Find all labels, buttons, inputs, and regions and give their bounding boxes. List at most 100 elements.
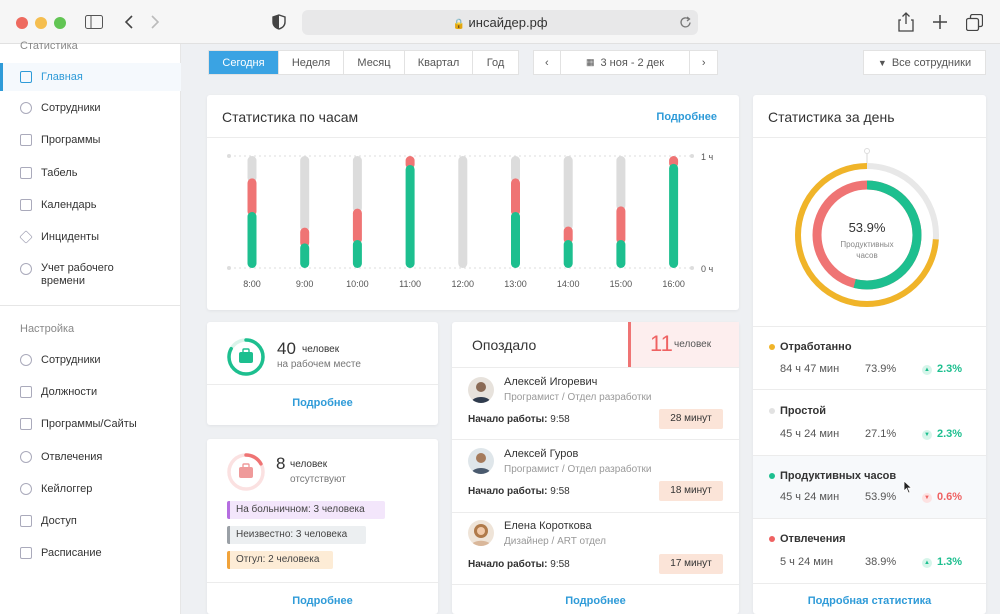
sidebar-item-distractions[interactable]: Отвлечения bbox=[0, 443, 181, 471]
sidebar-item-main[interactable]: Главная bbox=[0, 63, 181, 91]
period-year[interactable]: Год bbox=[486, 56, 505, 69]
lock-icon: 🔒 bbox=[452, 19, 465, 30]
absent-unit: человек bbox=[290, 459, 328, 470]
absent-more-link[interactable]: Подробнее bbox=[292, 595, 353, 607]
employee-name[interactable]: Елена Короткова bbox=[504, 520, 592, 532]
employees-filter-button[interactable]: ▼ Все сотрудники bbox=[864, 51, 985, 74]
bar-segment[interactable] bbox=[352, 156, 362, 213]
bar-segment[interactable] bbox=[669, 163, 679, 268]
y-tick-bottom: 0 ч bbox=[701, 264, 714, 274]
sidebar-item-employees[interactable]: Сотрудники bbox=[0, 94, 181, 122]
late-unit: человек bbox=[674, 339, 712, 350]
at-work-arc bbox=[227, 338, 265, 376]
bar-segment[interactable] bbox=[352, 208, 362, 244]
employee-start: 9:58 bbox=[550, 559, 570, 570]
divider bbox=[207, 137, 739, 138]
bar-segment[interactable] bbox=[511, 156, 520, 183]
bar-segment[interactable] bbox=[616, 156, 626, 211]
status-dot bbox=[769, 408, 775, 414]
stat-row-highlight[interactable] bbox=[753, 455, 986, 519]
absent-count: 8 bbox=[276, 454, 286, 473]
close-window-button[interactable] bbox=[16, 17, 28, 29]
period-quarter[interactable]: Квартал bbox=[405, 51, 473, 74]
sidebar-item-access[interactable]: Доступ bbox=[0, 507, 181, 535]
x-tick-label: 12:00 bbox=[452, 279, 475, 289]
bar-segment[interactable] bbox=[511, 178, 520, 216]
forward-icon[interactable] bbox=[150, 15, 160, 29]
sidebar-item-programs-sites[interactable]: Программы/Сайты bbox=[0, 410, 181, 438]
sidebar-item-keylogger[interactable]: Кейлоггер bbox=[0, 475, 181, 503]
sidebar-item-timesheet[interactable]: Табель bbox=[0, 159, 181, 187]
sidebar-item-worktime[interactable]: Учет рабочего времени bbox=[0, 255, 181, 295]
share-icon[interactable] bbox=[898, 12, 914, 32]
stat-row-pct: 38.9% bbox=[865, 556, 897, 568]
sidebar-item-label: Отвлечения bbox=[41, 451, 103, 463]
bar-segment[interactable] bbox=[563, 156, 573, 231]
new-tab-icon[interactable] bbox=[932, 14, 948, 30]
chevron-left-icon: ‹ bbox=[545, 56, 549, 69]
period-week[interactable]: Неделя bbox=[279, 51, 344, 74]
sidebar-item-settings-employees[interactable]: Сотрудники bbox=[0, 346, 181, 374]
next-range-button[interactable]: › bbox=[690, 51, 717, 74]
bar-segment[interactable] bbox=[616, 206, 626, 244]
prev-range-button[interactable]: ‹ bbox=[534, 51, 561, 74]
minimize-window-button[interactable] bbox=[35, 17, 47, 29]
sidebar-item-programs[interactable]: Программы bbox=[0, 126, 181, 154]
bar-segment[interactable] bbox=[352, 240, 362, 268]
bar-segment[interactable] bbox=[300, 156, 310, 232]
filter-icon: ▼ bbox=[877, 57, 887, 68]
reload-icon[interactable] bbox=[679, 16, 692, 29]
grid-dot bbox=[690, 154, 694, 158]
user-icon bbox=[20, 354, 32, 366]
sidebar-item-incidents[interactable]: Инциденты bbox=[0, 223, 181, 251]
employee-name[interactable]: Алексей Гуров bbox=[504, 448, 579, 460]
maximize-window-button[interactable] bbox=[54, 17, 66, 29]
bar-segment[interactable] bbox=[247, 212, 257, 268]
schedule-icon bbox=[20, 547, 32, 559]
stat-row-delta: 0.6% bbox=[937, 491, 963, 503]
at-work-more-link[interactable]: Подробнее bbox=[292, 397, 353, 409]
period-today[interactable]: Сегодня bbox=[209, 51, 279, 74]
employee-name[interactable]: Алексей Игоревич bbox=[504, 376, 598, 388]
address-bar[interactable]: 🔒 инсайдер.рф bbox=[302, 10, 698, 35]
browser-titlebar: 🔒 инсайдер.рф bbox=[0, 0, 1000, 44]
section-title-statistics: Статистика bbox=[20, 40, 78, 52]
sidebar-item-label: Программы/Сайты bbox=[41, 418, 137, 430]
hourly-more-link[interactable]: Подробнее bbox=[656, 111, 717, 123]
date-range[interactable]: ▦ 3 ноя - 2 дек bbox=[561, 51, 691, 74]
stat-row-pct: 53.9% bbox=[865, 491, 897, 503]
sidebar-item-calendar[interactable]: Календарь bbox=[0, 191, 181, 219]
arrow-down-icon: ▼ bbox=[922, 430, 932, 440]
daily-more-link[interactable]: Подробная статистика bbox=[807, 595, 932, 607]
user-icon bbox=[20, 102, 32, 114]
bar-segment[interactable] bbox=[458, 156, 468, 268]
stat-row-time: 45 ч 24 мин bbox=[780, 491, 840, 503]
tabs-overview-icon[interactable] bbox=[966, 14, 983, 31]
divider bbox=[452, 512, 739, 513]
bar-segment[interactable] bbox=[300, 227, 310, 248]
sidebar-item-label: Кейлоггер bbox=[41, 483, 93, 495]
bar-segment[interactable] bbox=[563, 226, 573, 244]
bar-segment[interactable] bbox=[300, 243, 310, 268]
bar-segment[interactable] bbox=[616, 240, 626, 268]
employee-start: 9:58 bbox=[550, 486, 570, 497]
stat-row-name: Отвлечения bbox=[780, 533, 846, 545]
shield-icon[interactable] bbox=[272, 14, 286, 30]
employees-filter[interactable]: ▼ Все сотрудники bbox=[863, 50, 986, 75]
back-icon[interactable] bbox=[124, 15, 134, 29]
sidebar-item-schedule[interactable]: Расписание bbox=[0, 539, 181, 567]
period-month[interactable]: Месяц bbox=[344, 51, 405, 74]
bar-segment[interactable] bbox=[405, 164, 415, 268]
status-dot bbox=[769, 473, 775, 479]
employee-role: Програмист / Отдел разработки bbox=[504, 392, 652, 403]
bar-segment[interactable] bbox=[247, 156, 257, 183]
late-more-link[interactable]: Подробнее bbox=[565, 595, 626, 607]
sidebar-item-positions[interactable]: Должности bbox=[0, 378, 181, 406]
bar-segment[interactable] bbox=[247, 178, 257, 216]
x-tick-label: 13:00 bbox=[504, 279, 527, 289]
sidebar-toggle-icon[interactable] bbox=[85, 15, 103, 29]
bar-segment[interactable] bbox=[511, 212, 520, 268]
bar-segment[interactable] bbox=[563, 240, 573, 268]
worked-arc bbox=[795, 163, 939, 307]
sidebar-divider bbox=[0, 305, 181, 306]
